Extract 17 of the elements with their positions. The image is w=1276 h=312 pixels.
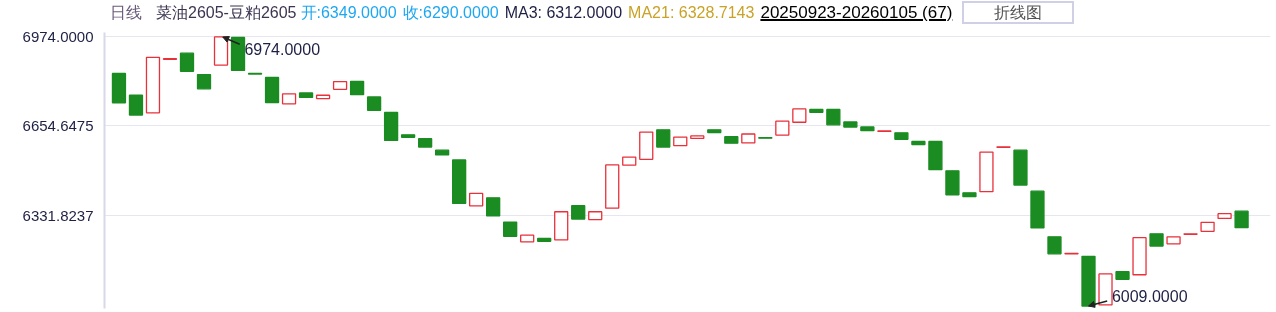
- chart-subtitle: 菜油2605-豆粕2605: [156, 4, 297, 21]
- text: MA3: 6312.0000: [504, 4, 623, 21]
- candlestick: [179, 52, 195, 72]
- y-tick-label: 6331.8237: [22, 206, 94, 224]
- candlestick: [945, 170, 960, 196]
- chart-title: 日线: [110, 4, 142, 21]
- y-tick-label: 6654.6475: [22, 116, 94, 134]
- candlestick: [486, 197, 501, 217]
- annotation: 6009.0000: [1111, 287, 1188, 305]
- text: 折线图: [962, 1, 1075, 24]
- text: MA21: 6328.7143: [628, 4, 755, 21]
- text: 开:6349.0000: [300, 4, 397, 21]
- y-tick-label: 6974.0000: [22, 27, 94, 45]
- text: 收:6290.0000: [402, 4, 499, 21]
- annotation: 6974.0000: [244, 40, 321, 58]
- text: 20250923-20260105 (67): [760, 3, 953, 22]
- candlestick: [128, 94, 144, 116]
